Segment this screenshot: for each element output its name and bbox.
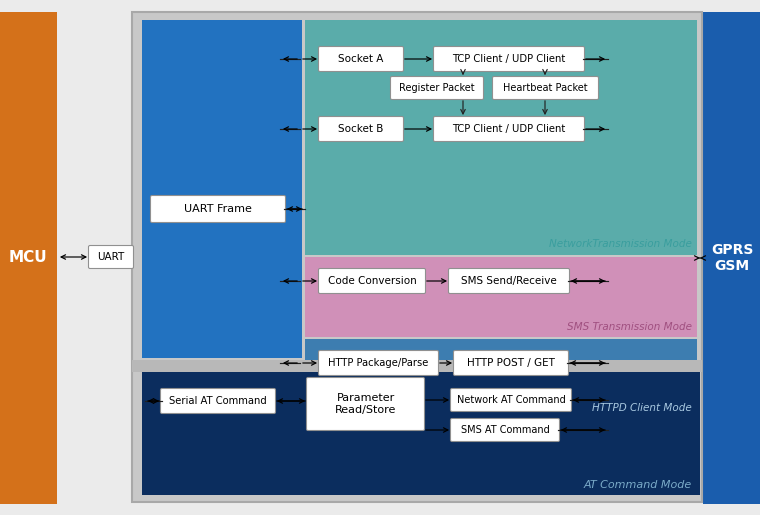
Bar bbox=[142, 372, 700, 495]
FancyBboxPatch shape bbox=[391, 77, 483, 99]
FancyBboxPatch shape bbox=[454, 351, 568, 375]
FancyBboxPatch shape bbox=[88, 246, 134, 268]
Text: SMS Send/Receive: SMS Send/Receive bbox=[461, 276, 557, 286]
Text: HTTP POST / GET: HTTP POST / GET bbox=[467, 358, 555, 368]
FancyBboxPatch shape bbox=[448, 268, 569, 294]
Bar bbox=[305, 20, 697, 255]
Bar bbox=[305, 339, 697, 416]
Bar bbox=[0, 12, 57, 504]
FancyBboxPatch shape bbox=[451, 419, 559, 441]
FancyBboxPatch shape bbox=[433, 46, 584, 72]
FancyBboxPatch shape bbox=[492, 77, 599, 99]
FancyBboxPatch shape bbox=[451, 388, 572, 411]
Text: SMS AT Command: SMS AT Command bbox=[461, 425, 549, 435]
Text: Network AT Command: Network AT Command bbox=[457, 395, 565, 405]
Bar bbox=[132, 360, 702, 372]
Text: TCP Client / UDP Client: TCP Client / UDP Client bbox=[452, 124, 565, 134]
Text: MCU: MCU bbox=[8, 250, 47, 266]
Text: Register Packet: Register Packet bbox=[399, 83, 475, 93]
Text: GPRS
GSM: GPRS GSM bbox=[711, 243, 753, 273]
Text: Socket A: Socket A bbox=[338, 54, 384, 64]
Text: TCP Client / UDP Client: TCP Client / UDP Client bbox=[452, 54, 565, 64]
Text: Parameter
Read/Store: Parameter Read/Store bbox=[335, 393, 396, 415]
Text: HTTP Package/Parse: HTTP Package/Parse bbox=[328, 358, 429, 368]
Text: Code Conversion: Code Conversion bbox=[328, 276, 416, 286]
Text: Socket B: Socket B bbox=[338, 124, 384, 134]
Text: SMS Transmission Mode: SMS Transmission Mode bbox=[567, 322, 692, 332]
FancyBboxPatch shape bbox=[318, 351, 439, 375]
FancyBboxPatch shape bbox=[433, 116, 584, 142]
Text: UART: UART bbox=[97, 252, 125, 262]
Bar bbox=[703, 12, 760, 504]
FancyBboxPatch shape bbox=[306, 377, 425, 431]
FancyBboxPatch shape bbox=[318, 268, 426, 294]
Text: AT Command Mode: AT Command Mode bbox=[584, 480, 692, 490]
Bar bbox=[142, 20, 302, 358]
Text: Heartbeat Packet: Heartbeat Packet bbox=[503, 83, 587, 93]
FancyBboxPatch shape bbox=[150, 196, 286, 222]
Text: UART Frame: UART Frame bbox=[184, 204, 252, 214]
Text: HTTPD Client Mode: HTTPD Client Mode bbox=[592, 403, 692, 413]
FancyBboxPatch shape bbox=[318, 46, 404, 72]
FancyBboxPatch shape bbox=[160, 388, 275, 414]
FancyBboxPatch shape bbox=[318, 116, 404, 142]
Bar bbox=[305, 257, 697, 337]
Bar bbox=[132, 12, 702, 502]
Text: NetworkTransmission Mode: NetworkTransmission Mode bbox=[549, 239, 692, 249]
Text: Serial AT Command: Serial AT Command bbox=[169, 396, 267, 406]
